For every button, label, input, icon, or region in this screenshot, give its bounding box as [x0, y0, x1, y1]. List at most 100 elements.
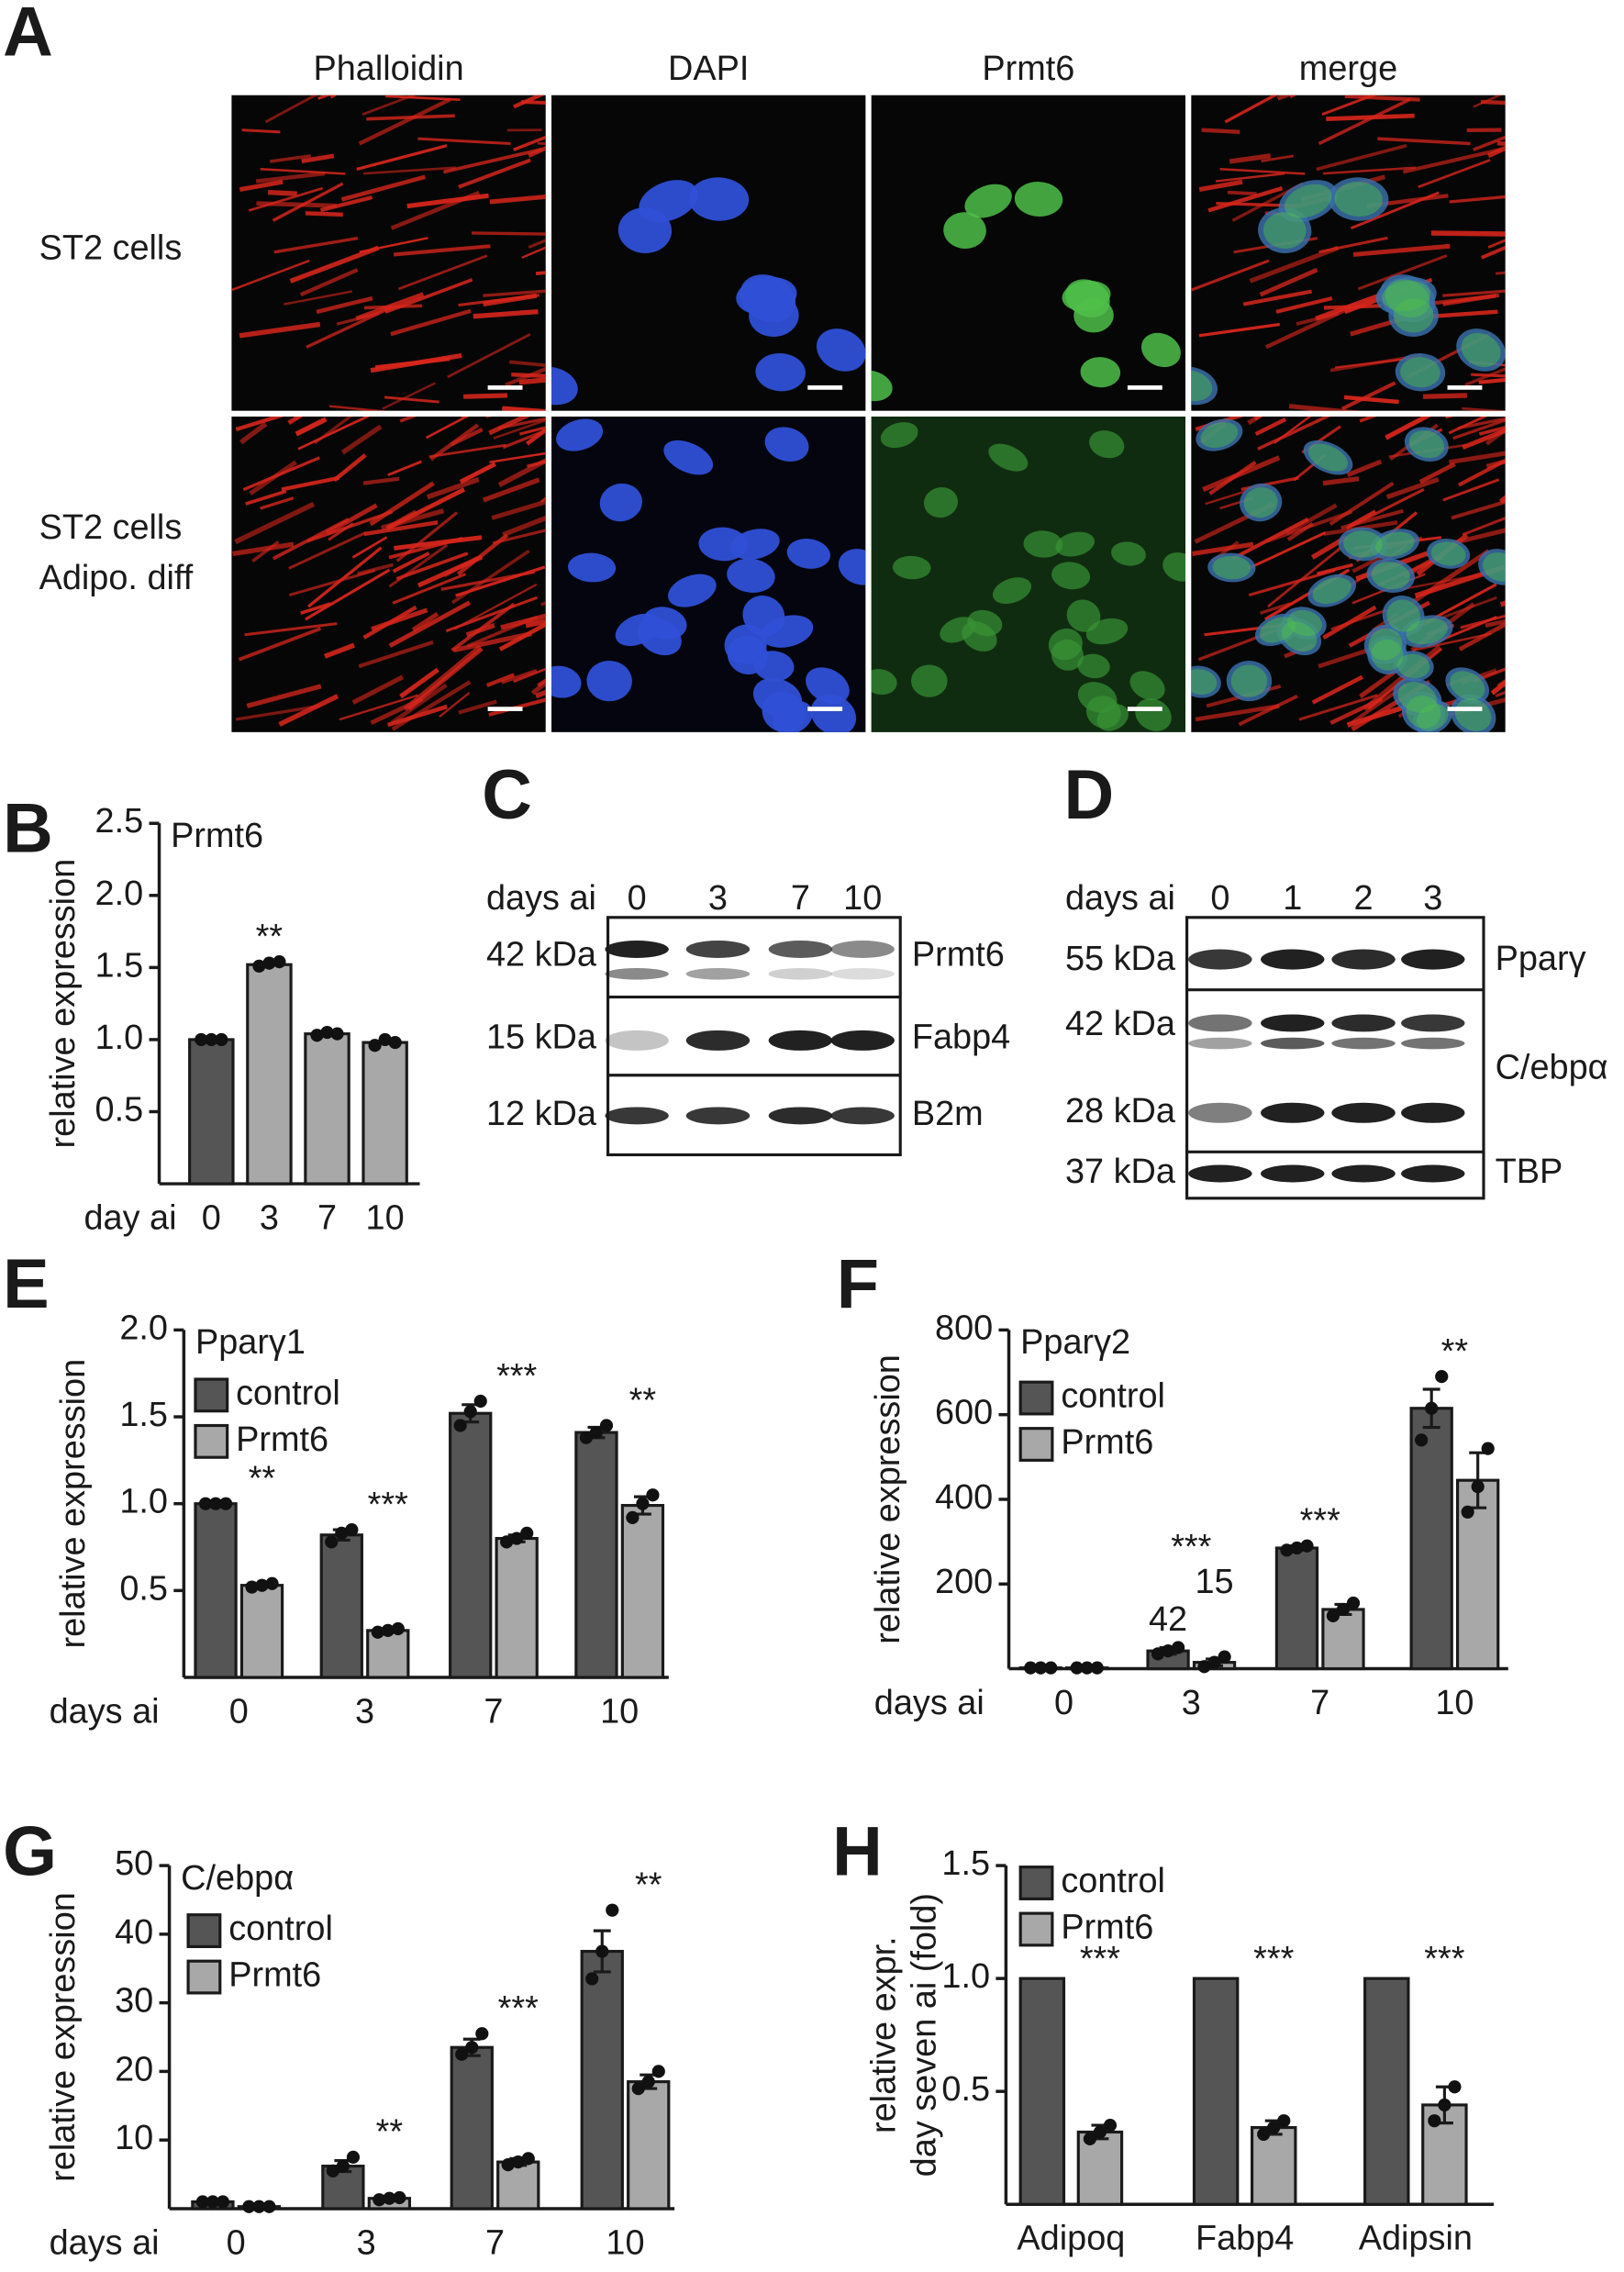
y-axis-label: relative expression [44, 859, 83, 1149]
x-tick-label: 7 [484, 1692, 503, 1731]
actin-fiber [351, 536, 388, 559]
data-point [1218, 1650, 1231, 1664]
bar [580, 1949, 624, 2211]
actin-fiber [463, 393, 508, 399]
actin-fiber [392, 573, 467, 605]
band [1188, 1102, 1252, 1123]
x-tick-label: 3 [260, 1198, 279, 1237]
nucleus [810, 694, 857, 732]
actin-fiber [528, 239, 546, 249]
prmt6-signal [1089, 430, 1125, 459]
actin-fiber [1202, 455, 1281, 493]
actin-fiber [1264, 305, 1353, 350]
significance: ** [629, 1381, 657, 1420]
actin-fiber [395, 511, 459, 562]
bar [246, 963, 293, 1186]
actin-fiber [385, 487, 466, 531]
actin-fiber [339, 694, 418, 721]
micrograph-content [231, 95, 546, 411]
actin-fiber [1329, 696, 1384, 725]
prmt6-signal [1406, 618, 1448, 645]
value-label: 15 [1195, 1563, 1233, 1601]
micrograph-content [232, 416, 546, 731]
data-point [368, 1039, 382, 1052]
actin-fiber [1192, 541, 1254, 556]
nucleus [688, 177, 750, 221]
actin-fiber [501, 669, 538, 685]
significance: *** [1171, 1528, 1211, 1566]
significance: *** [1253, 1940, 1294, 1978]
actin-fiber [241, 128, 281, 134]
chart-title: Pparγ2 [1020, 1323, 1130, 1362]
data-point [381, 1623, 395, 1637]
actin-fiber [260, 168, 346, 175]
actin-fiber [513, 95, 545, 109]
actin-fiber [1487, 145, 1506, 159]
bar [620, 1504, 665, 1679]
bar [627, 2080, 671, 2211]
legend-label: Prmt6 [1061, 1423, 1153, 1462]
prmt6-signal [1375, 531, 1415, 557]
nucleus [1338, 527, 1388, 562]
y-tick-label: 1.5 [941, 1844, 990, 1883]
actin-fiber [301, 153, 335, 164]
actin-fiber [248, 186, 323, 212]
band [768, 941, 833, 958]
prmt6-signal [1396, 653, 1430, 679]
actin-fiber [453, 583, 538, 630]
band [1401, 949, 1465, 970]
actin-fiber [1198, 179, 1243, 193]
data-point [1161, 1644, 1175, 1658]
band [1261, 1164, 1325, 1183]
actin-fiber [394, 535, 483, 551]
y-axis-label: relative expression [54, 1359, 93, 1649]
legend-swatch [186, 1913, 222, 1948]
lane-label: 3 [708, 879, 728, 918]
actin-fiber [1472, 667, 1506, 684]
nucleus [617, 207, 673, 253]
nucleus [698, 527, 748, 562]
actin-fiber [497, 417, 546, 430]
actin-fiber [1276, 95, 1294, 101]
nucleus [1379, 274, 1436, 323]
x-tick-label: Fabp4 [1196, 2220, 1294, 2258]
actin-fiber [238, 627, 322, 662]
actin-fiber [246, 684, 322, 708]
data-point [265, 1576, 279, 1590]
legend-swatch [194, 1377, 229, 1413]
nucleus [1366, 558, 1415, 593]
actin-fiber [1198, 322, 1280, 338]
actin-fiber [289, 245, 380, 284]
actin-fiber [1457, 417, 1506, 430]
prmt6-signal [1085, 696, 1121, 729]
actin-fiber [358, 640, 434, 669]
prmt6-signal [1077, 653, 1110, 679]
actin-fiber [1259, 267, 1318, 297]
actin-fiber [264, 95, 318, 124]
actin-fiber [232, 541, 295, 557]
band [1261, 949, 1325, 970]
prmt6-signal [1450, 671, 1485, 701]
actin-fiber [306, 305, 394, 349]
actin-fiber [426, 476, 480, 500]
prmt6-signal [1085, 618, 1129, 645]
column-title: Prmt6 [982, 50, 1074, 88]
actin-fiber [384, 395, 439, 404]
prmt6-signal [1051, 562, 1091, 590]
panel-letter: E [3, 1245, 50, 1323]
actin-fiber [1432, 309, 1498, 318]
nucleus [1207, 552, 1256, 583]
y-tick-label: 1.5 [119, 1396, 168, 1434]
data-point [206, 2195, 219, 2209]
nucleus [740, 274, 796, 323]
actin-fiber [356, 144, 448, 172]
actin-fiber [1473, 95, 1503, 108]
micrograph-content [551, 177, 866, 406]
actin-fiber [1205, 490, 1247, 506]
actin-fiber [498, 621, 546, 652]
data-point [1257, 2127, 1271, 2142]
data-point [579, 1431, 594, 1444]
bar [574, 1431, 618, 1679]
nucleus [1426, 539, 1471, 569]
nucleus [1283, 607, 1327, 640]
